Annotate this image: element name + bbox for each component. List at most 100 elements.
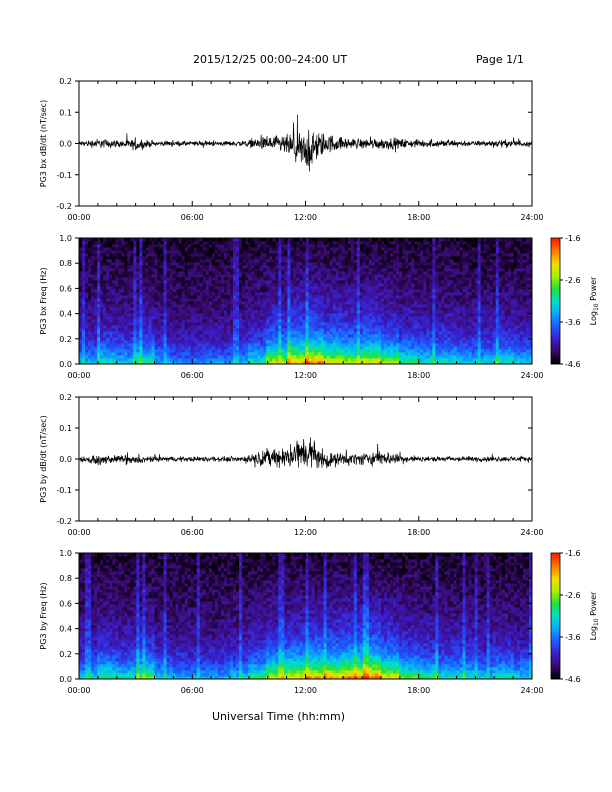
heatmap-cell [338, 310, 343, 314]
heatmap-cell [405, 343, 409, 347]
heatmap-cell [245, 238, 249, 242]
heatmap-cell [311, 328, 315, 332]
heatmap-cell [172, 358, 177, 362]
heatmap-cell [118, 241, 122, 245]
heatmap-cell [257, 322, 261, 326]
heatmap-cell [148, 361, 152, 365]
heatmap-cell [223, 322, 228, 326]
heatmap-cell [281, 331, 285, 335]
heatmap-cell [305, 265, 309, 269]
heatmap-cell [305, 259, 309, 263]
heatmap-cell [293, 277, 297, 281]
heatmap-cell [365, 310, 370, 314]
heatmap-cell [127, 340, 131, 344]
heatmap-cell [350, 346, 355, 350]
heatmap-cell [166, 334, 170, 338]
heatmap-cell [257, 310, 261, 314]
heatmap-cell [145, 244, 149, 248]
heatmap-cell [317, 256, 321, 260]
heatmap-cell [145, 274, 149, 278]
heatmap-cell [211, 247, 216, 251]
heatmap-cell [426, 355, 430, 359]
heatmap-cell [417, 262, 421, 266]
heatmap-cell [109, 313, 113, 317]
heatmap-cell [423, 316, 427, 320]
heatmap-cell [384, 319, 388, 323]
heatmap-cell [405, 313, 409, 317]
heatmap-cell [112, 304, 116, 308]
heatmap-cell [88, 307, 92, 311]
heatmap-cell [154, 283, 158, 287]
heatmap-cell [320, 295, 325, 299]
heatmap-cell [193, 322, 198, 326]
heatmap-cell [323, 283, 328, 287]
heatmap-cell [329, 358, 334, 362]
heatmap-cell [293, 316, 297, 320]
heatmap-cell [245, 316, 249, 320]
heatmap-cell [211, 322, 216, 326]
heatmap-cell [314, 295, 318, 299]
heatmap-cell [242, 289, 246, 293]
heatmap-cell [133, 289, 137, 293]
heatmap-cell [308, 286, 312, 290]
heatmap-cell [390, 304, 394, 308]
heatmap-cell [347, 325, 352, 329]
heatmap-cell [293, 361, 297, 365]
heatmap-cell [223, 280, 228, 284]
heatmap-cell [130, 346, 134, 350]
heatmap-cell [341, 322, 346, 326]
heatmap-cell [196, 301, 201, 305]
heatmap-cell [151, 274, 155, 278]
heatmap-cell [350, 292, 355, 296]
heatmap-cell [251, 310, 255, 314]
heatmap-cell [341, 271, 346, 275]
heatmap-cell [130, 265, 134, 269]
heatmap-cell [402, 349, 406, 353]
heatmap-cell [263, 277, 267, 281]
heatmap-cell [326, 349, 331, 353]
heatmap-cell [154, 265, 158, 269]
heatmap-cell [133, 283, 137, 287]
heatmap-cell [242, 304, 246, 308]
heatmap-cell [148, 265, 152, 269]
heatmap-cell [178, 244, 183, 248]
heatmap-cell [139, 346, 143, 350]
heatmap-cell [408, 280, 412, 284]
heatmap-cell [127, 346, 131, 350]
heatmap-cell [332, 361, 337, 365]
heatmap-cell [121, 358, 125, 362]
heatmap-cell [305, 355, 309, 359]
heatmap-cell [371, 253, 376, 257]
heatmap-cell [317, 358, 321, 362]
heatmap-cell [121, 256, 125, 260]
heatmap-cell [329, 250, 334, 254]
heatmap-cell [423, 277, 427, 281]
heatmap-cell [242, 259, 246, 263]
heatmap-cell [193, 319, 198, 323]
heatmap-cell [362, 349, 367, 353]
heatmap-cell [124, 280, 128, 284]
heatmap-cell [393, 271, 397, 275]
heatmap-cell [169, 349, 174, 353]
heatmap-cell [284, 247, 288, 251]
heatmap-cell [329, 343, 334, 347]
heatmap-cell [139, 250, 143, 254]
heatmap-cell [187, 289, 192, 293]
heatmap-cell [217, 253, 222, 257]
heatmap-cell [359, 316, 364, 320]
heatmap-cell [423, 337, 427, 341]
heatmap-cell [420, 331, 424, 335]
heatmap-cell [260, 310, 264, 314]
heatmap-cell [374, 331, 379, 335]
heatmap-cell [248, 274, 252, 278]
heatmap-cell [362, 352, 367, 356]
heatmap-cell [320, 256, 325, 260]
heatmap-cell [208, 271, 213, 275]
heatmap-cell [257, 352, 261, 356]
heatmap-cell [399, 313, 403, 317]
heatmap-cell [266, 349, 270, 353]
heatmap-cell [429, 283, 433, 287]
heatmap-cell [257, 250, 261, 254]
heatmap-cell [187, 262, 192, 266]
heatmap-cell [118, 316, 122, 320]
